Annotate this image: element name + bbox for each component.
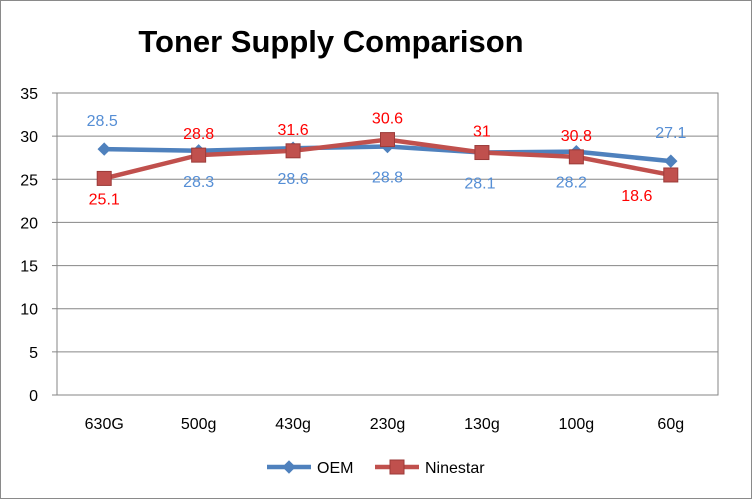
x-tick-label: 60g — [657, 416, 684, 433]
series-lines — [96, 132, 679, 186]
point-ninestar — [663, 167, 679, 183]
legend-marker-oem — [282, 460, 296, 474]
x-tick-label: 500g — [181, 416, 217, 433]
y-tick-label: 15 — [20, 259, 38, 276]
data-label-oem: 28.5 — [87, 113, 118, 130]
data-labels: 28.5 28.3 28.6 28.8 28.1 28.2 27.1 25.1 28.8 31.6… — [87, 111, 687, 209]
data-label-oem: 28.8 — [372, 169, 403, 186]
data-label-oem: 28.6 — [278, 171, 309, 188]
legend: OEM Ninestar — [267, 459, 485, 477]
data-label-ninestar: 18.6 — [621, 188, 652, 205]
y-tick-label: 25 — [20, 172, 38, 189]
x-tick-label: 230g — [370, 416, 406, 433]
data-label-ninestar: 30.6 — [372, 111, 403, 128]
data-label-oem: 28.3 — [183, 174, 214, 191]
x-tick-label: 130g — [464, 416, 500, 433]
legend-label-ninestar: Ninestar — [425, 460, 485, 477]
y-axis: 0 5 10 15 20 25 30 35 — [20, 86, 57, 405]
point-oem — [97, 142, 111, 156]
y-tick-label: 0 — [29, 388, 38, 405]
x-tick-label: 100g — [559, 416, 595, 433]
point-ninestar — [285, 143, 301, 159]
legend-marker-ninestar — [389, 459, 405, 475]
point-ninestar — [474, 145, 490, 161]
data-label-ninestar: 31.6 — [278, 122, 309, 139]
y-tick-label: 35 — [20, 86, 38, 103]
point-ninestar — [191, 147, 207, 163]
y-tick-label: 5 — [29, 345, 38, 362]
data-label-oem: 27.1 — [655, 125, 686, 142]
x-tick-label: 630G — [85, 416, 124, 433]
chart-title: Toner Supply Comparison — [138, 24, 523, 59]
data-label-ninestar: 28.8 — [183, 126, 214, 143]
point-oem — [664, 154, 678, 168]
data-label-ninestar: 30.8 — [561, 128, 592, 145]
point-ninestar — [96, 170, 112, 186]
point-ninestar — [568, 149, 584, 165]
data-label-ninestar: 25.1 — [89, 191, 120, 208]
y-tick-label: 10 — [20, 302, 38, 319]
data-label-ninestar: 31 — [473, 124, 491, 141]
legend-label-oem: OEM — [317, 460, 353, 477]
x-axis: 630G 500g 430g 230g 130g 100g 60g — [85, 416, 684, 433]
data-label-oem: 28.2 — [556, 175, 587, 192]
x-tick-label: 430g — [275, 416, 311, 433]
y-tick-label: 20 — [20, 215, 38, 232]
y-tick-label: 30 — [20, 129, 38, 146]
point-ninestar — [380, 132, 395, 148]
data-label-oem: 28.1 — [464, 176, 495, 193]
